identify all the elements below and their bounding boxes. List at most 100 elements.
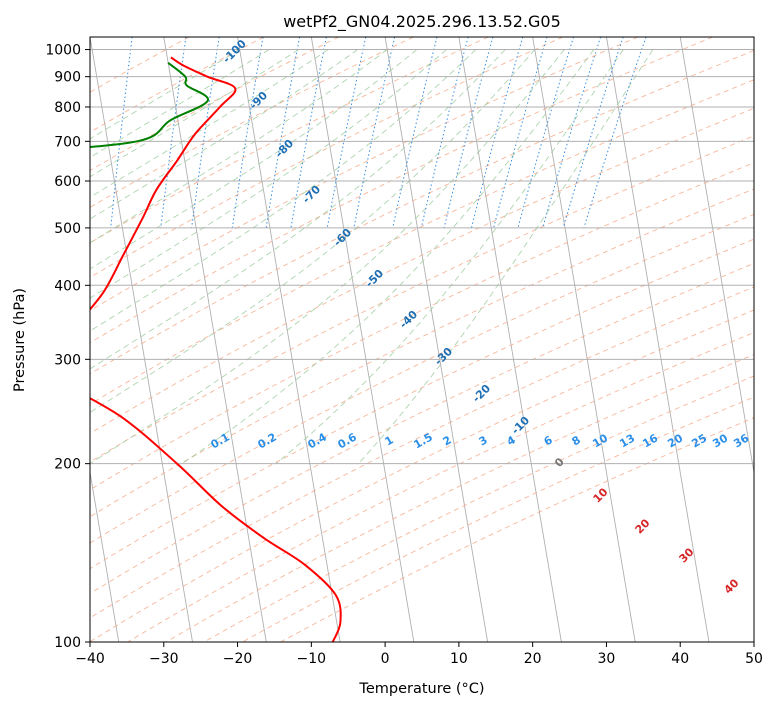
moist-adiabat-line — [90, 49, 270, 158]
dry-adiabat-label: -20 — [470, 382, 493, 405]
dry-adiabat-line — [90, 262, 754, 595]
dry-adiabat-line — [90, 238, 754, 570]
dry-adiabat-line — [90, 37, 489, 244]
mixing-ratio-line — [64, 37, 82, 228]
dry-adiabat-label: -40 — [397, 308, 420, 331]
mixing-ratio-line — [443, 37, 494, 229]
dry-adiabat-label: -70 — [300, 183, 323, 206]
dry-adiabat-line — [90, 37, 265, 133]
dry-adiabat-line — [90, 135, 754, 463]
x-tick-label: 10 — [450, 651, 468, 667]
temperature-profile-line — [90, 56, 342, 642]
y-tick-label: 1000 — [45, 43, 81, 59]
mixing-ratio-line — [231, 37, 264, 228]
mixing-ratio-line — [353, 37, 396, 229]
dry-adiabat-line — [90, 37, 190, 93]
profile-lines — [90, 56, 342, 642]
dry-adiabat-label: -100 — [220, 37, 249, 66]
moist-adiabat-line — [90, 49, 240, 140]
y-tick-label: 500 — [54, 221, 81, 237]
mixing-ratio-label: 3 — [477, 433, 490, 448]
line-labels: -100-90-80-70-60-50-40-30-20-100.1 0.2 0.4… — [209, 37, 752, 597]
x-tick-label: 20 — [524, 651, 542, 667]
dry-adiabat-line — [127, 332, 754, 642]
mixing-ratio-label: 2 — [441, 433, 454, 448]
moist-adiabat-line — [90, 49, 299, 178]
x-tick-label: 30 — [598, 651, 616, 667]
isotherm-line — [458, 37, 562, 642]
dewpoint-profile-line — [90, 62, 209, 149]
chart-title: wetPf2_GN04.2025.296.13.52.G05 — [283, 12, 561, 32]
mixing-ratio-label: 0.2 — [256, 430, 279, 451]
mixing-ratio-label: 6 — [542, 433, 555, 448]
background-lines — [64, 37, 754, 642]
isotherm-line — [384, 37, 489, 642]
mixing-ratio-label: 1 — [383, 433, 396, 448]
mixing-ratio-line — [110, 37, 133, 228]
mixing-ratio-label: 30 — [710, 431, 730, 450]
moist-adiabat-line — [90, 49, 329, 198]
moist-adiabat-label: 40 — [722, 576, 742, 596]
mixing-ratio-line — [290, 37, 327, 228]
moist-adiabat-line — [90, 49, 565, 465]
dry-adiabat-line — [90, 309, 754, 642]
mixing-ratio-line — [326, 37, 367, 228]
dry-adiabat-line — [90, 49, 754, 375]
dry-adiabat-label: -90 — [247, 89, 270, 112]
mixing-ratio-label: 8 — [570, 433, 583, 448]
mixing-ratio-line — [160, 37, 187, 228]
x-tick-label: −40 — [75, 651, 105, 667]
mixing-ratio-line — [493, 37, 548, 229]
mixing-ratio-label: 13 — [617, 432, 637, 451]
isotherm-line — [90, 37, 193, 642]
y-tick-label: 300 — [54, 352, 81, 368]
dry-adiabat-line — [203, 375, 754, 642]
mixing-ratio-line — [517, 37, 574, 229]
dry-adiabat-line — [90, 37, 339, 172]
mixing-ratio-line — [191, 37, 220, 228]
x-tick-label: −30 — [149, 651, 179, 667]
moist-adiabat-label: 20 — [633, 516, 653, 536]
mixing-ratio-label: 16 — [640, 431, 660, 450]
x-tick-label: 50 — [745, 651, 763, 667]
mixing-ratio-label: 20 — [665, 431, 685, 450]
x-tick-label: −20 — [223, 651, 253, 667]
x-tick-label: 40 — [671, 651, 689, 667]
y-tick-label: 100 — [54, 635, 81, 651]
x-axis-title: Temperature (°C) — [358, 681, 484, 697]
mixing-ratio-line — [471, 37, 524, 229]
mixing-ratio-label: 0.1 — [209, 430, 232, 451]
isotherm-line — [237, 37, 341, 642]
mixing-ratio-line — [562, 37, 624, 229]
isotherm-line — [606, 37, 710, 642]
mixing-ratio-label: 0.6 — [336, 430, 360, 451]
moist-adiabat-label: 10 — [591, 485, 611, 505]
moist-adiabat-line — [90, 49, 536, 414]
moist-adiabat-line — [275, 49, 624, 465]
dry-adiabat-line — [242, 396, 754, 642]
mixing-ratio-label: 0.4 — [306, 430, 330, 451]
dry-adiabat-line — [280, 417, 754, 642]
mixing-ratio-line — [420, 37, 469, 229]
isotherm-line — [753, 37, 754, 40]
dry-adiabat-label: -50 — [363, 267, 386, 290]
moist-adiabat-label: 0 — [552, 455, 567, 470]
mixing-ratio-label: 10 — [590, 431, 610, 450]
dry-adiabat-line — [90, 37, 414, 208]
y-tick-label: 800 — [54, 100, 81, 116]
mixing-ratio-line — [542, 37, 602, 229]
dry-adiabat-line — [90, 286, 754, 619]
isotherm-line — [532, 37, 636, 642]
pressure-gridlines — [90, 49, 754, 642]
dry-adiabat-label: -10 — [509, 414, 532, 437]
dry-adiabat-line — [90, 107, 754, 435]
plot-frame — [89, 36, 755, 643]
mixing-ratio-line — [392, 37, 438, 228]
dry-adiabat-line — [90, 79, 754, 405]
moist-adiabat-label: 30 — [677, 545, 697, 565]
mixing-ratio-label: 25 — [689, 432, 709, 451]
isotherm-line — [90, 469, 120, 642]
dry-adiabat-line — [90, 213, 754, 544]
mixing-ratio-label: 36 — [731, 431, 751, 450]
